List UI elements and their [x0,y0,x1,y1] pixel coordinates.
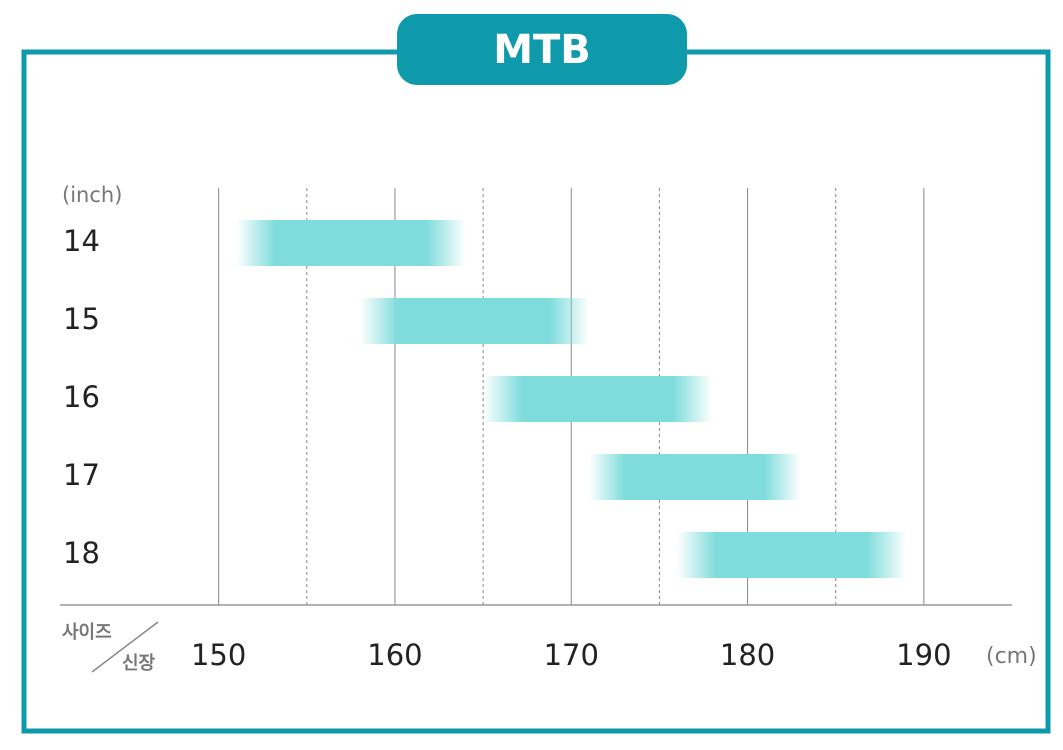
x-unit: (cm) [986,644,1037,669]
y-tick-label: 15 [63,302,100,336]
y-tick-label: 16 [63,380,100,414]
corner-label: 사이즈 [62,622,112,643]
range-bar [359,298,589,344]
y-tick-label: 14 [63,224,100,258]
range-bar [588,454,801,500]
x-tick-label: 150 [191,638,246,672]
range-bar [236,220,466,266]
corner-label: 신장 [122,653,156,674]
x-tick-label: 170 [544,638,599,672]
y-tick-label: 17 [63,458,100,492]
title-pill [397,14,687,85]
x-tick-label: 160 [367,638,422,672]
y-tick-label: 18 [63,536,100,570]
x-tick-label: 190 [896,638,951,672]
range-bar [483,376,713,422]
chart-title: MTB [493,27,591,73]
y-axis-label: (inch) [62,183,122,207]
corner-slash [91,621,159,673]
x-tick-label: 180 [720,638,775,672]
range-bar [677,532,907,578]
